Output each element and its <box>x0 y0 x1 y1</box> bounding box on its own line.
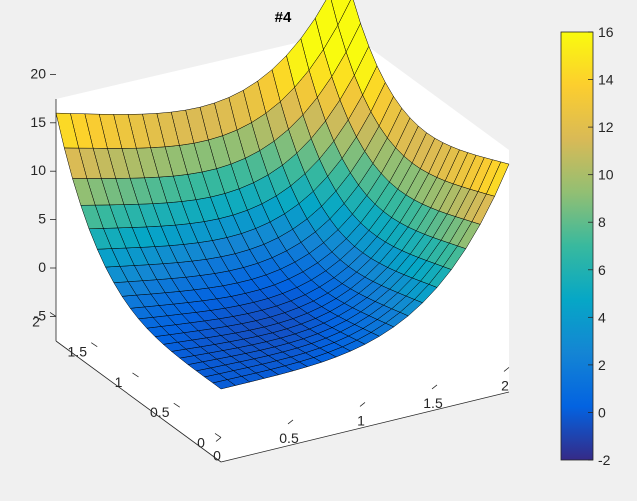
y-tick-label: 0 <box>197 434 205 450</box>
tick-mark <box>287 419 294 425</box>
x-tick-label: 1.5 <box>423 395 443 411</box>
tick-mark <box>431 384 438 390</box>
y-tick-label: 1 <box>115 374 123 390</box>
z-tick-label: 10 <box>30 162 46 178</box>
z-tick-label: -5 <box>34 307 47 323</box>
colorbar <box>560 31 594 461</box>
tick-mark <box>91 342 98 347</box>
surface-patch <box>55 112 80 149</box>
colorbar-tick-label: 2 <box>598 357 606 373</box>
x-tick-label: 2 <box>501 377 509 393</box>
tick-mark <box>359 402 366 407</box>
y-tick-label: 1.5 <box>68 344 88 360</box>
z-tick-label: 5 <box>38 211 46 227</box>
y-tick-label: 0.5 <box>150 404 170 420</box>
colorbar-tick-label: 4 <box>598 309 606 325</box>
z-tick-label: 0 <box>38 259 46 275</box>
colorbar-tick-label: 6 <box>598 262 606 278</box>
colorbar-tick-label: 8 <box>598 214 606 230</box>
x-tick-label: 0.5 <box>279 430 299 446</box>
tick-mark <box>132 372 139 378</box>
tick-mark <box>215 437 222 442</box>
tick-mark <box>49 312 57 317</box>
y-axis-line <box>55 340 222 463</box>
colorbar-tick-label: 14 <box>598 72 614 88</box>
colorbar-ticks: -2 0 2 4 6 8 10 12 14 16 <box>588 24 614 468</box>
x-tick-label: 1 <box>357 412 365 428</box>
z-tick-label: 20 <box>30 65 46 81</box>
tick-mark <box>214 433 222 438</box>
colorbar-tick-label: -2 <box>598 452 611 468</box>
x-axis-line <box>220 391 510 463</box>
colorbar-tick-label: 10 <box>598 167 614 183</box>
colorbar-tick-label: 0 <box>598 404 606 420</box>
chart-title: #4 <box>275 9 292 26</box>
tick-mark <box>173 402 180 408</box>
z-tick-label: 15 <box>30 114 46 130</box>
colorbar-tick-label: 12 <box>598 119 614 135</box>
y-tick-label: 2 <box>32 313 40 329</box>
surface-plot <box>55 0 510 390</box>
tick-mark <box>503 367 510 372</box>
x-tick-label: 0 <box>213 447 221 463</box>
colorbar-tick-label: 16 <box>598 24 614 40</box>
